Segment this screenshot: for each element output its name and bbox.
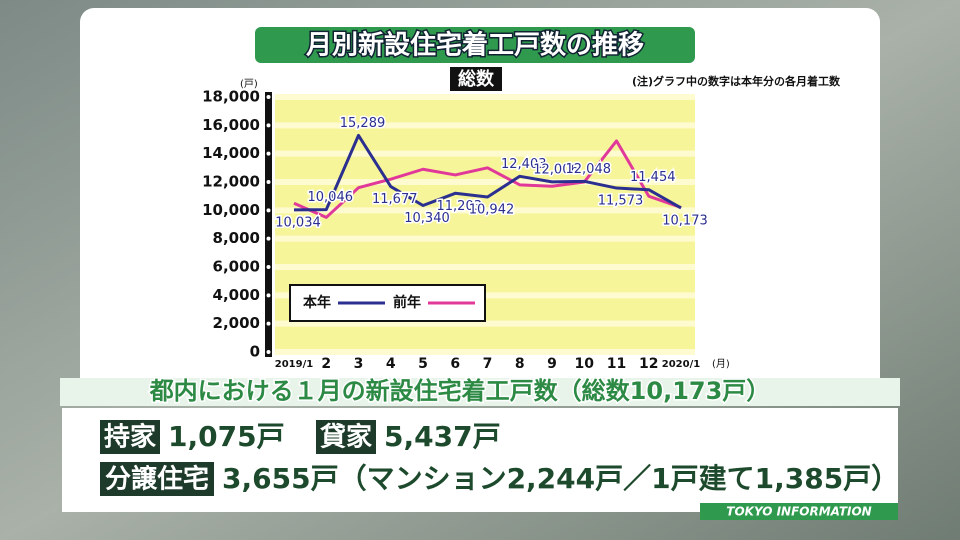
x-tick-label: 5 xyxy=(418,356,428,372)
tick-mark xyxy=(266,321,271,326)
brand-bar xyxy=(700,503,898,520)
label-box xyxy=(100,462,214,496)
value-label: 12,048 xyxy=(566,162,612,177)
tick-mark xyxy=(266,350,271,354)
x-tick-label: 11 xyxy=(607,356,626,372)
tick-mark xyxy=(266,265,271,269)
label: 持家 xyxy=(104,422,156,453)
label-box xyxy=(316,420,376,454)
y-tick-label: 10,000 xyxy=(202,201,260,219)
subtitle-box xyxy=(450,67,502,91)
value-label: 11,454 xyxy=(630,170,676,185)
value-label: 12,006 xyxy=(533,162,579,177)
caption: 都内における１月の新設住宅着工戸数（総数10,173戸） xyxy=(149,377,771,405)
note: (注)グラフ中の数字は本年分の各月着工数 xyxy=(632,74,841,88)
title-box xyxy=(255,27,695,63)
tick-mark xyxy=(266,180,271,184)
value-label: 12,403 xyxy=(501,157,547,172)
tick-mark xyxy=(266,236,271,241)
value-label: 10,340 xyxy=(404,211,450,226)
x-tick-label: 9 xyxy=(547,356,557,372)
x-tick-label: 2019/1 xyxy=(275,359,313,370)
x-tick-label: 2020/1 xyxy=(662,359,700,370)
value-label: 10,173 xyxy=(662,213,708,228)
legend-label: 前年 xyxy=(393,294,421,311)
y-tick-label: 12,000 xyxy=(202,173,260,191)
x-tick-label: 2 xyxy=(321,356,331,372)
value-label: 11,573 xyxy=(598,194,644,209)
value-label: 11,677 xyxy=(372,192,418,207)
y-tick-label: 18,000 xyxy=(202,88,260,106)
value: 1,075戸 xyxy=(168,420,285,453)
legend-label: 本年 xyxy=(303,294,331,311)
series-line xyxy=(293,139,682,219)
value: 5,437戸 xyxy=(384,420,501,453)
value-label: 10,942 xyxy=(469,202,515,217)
chart-subtitle: 総数 xyxy=(458,68,495,90)
x-unit: (月) xyxy=(712,358,730,370)
legend xyxy=(289,284,486,322)
value-label: 10,034 xyxy=(275,215,321,230)
plot: 10,034 10,046 15,289 11,677 10,34011,20310,9… xyxy=(266,94,709,355)
value-label: 10,046 xyxy=(308,190,354,205)
chart-title: 月別新設住宅着工戸数の推移 xyxy=(305,30,644,61)
series-line xyxy=(293,133,682,212)
caption-band xyxy=(60,378,900,406)
tick-mark xyxy=(266,95,271,99)
label: 貸家 xyxy=(319,422,372,453)
x-tick-label: 12 xyxy=(639,356,658,372)
tick-mark xyxy=(266,151,271,156)
brand: TOKYO INFORMATION xyxy=(726,505,871,519)
y-tick-label: 4,000 xyxy=(213,286,260,304)
tick-mark xyxy=(266,208,271,213)
x-tick-label: 4 xyxy=(386,356,396,372)
y-tick-label: 0 xyxy=(250,343,260,361)
value-label: 15,289 xyxy=(340,116,386,131)
legend-items: 本年 前年 xyxy=(303,294,475,311)
y-tick-label: 16,000 xyxy=(202,116,260,134)
y-tick-label: 14,000 xyxy=(202,144,260,162)
label-box xyxy=(100,420,160,454)
y-tick-label: 8,000 xyxy=(213,229,260,247)
tick-mark xyxy=(266,293,271,298)
y-tick-label: 6,000 xyxy=(213,258,260,276)
x-tick-label: 7 xyxy=(483,356,493,372)
y-tick-label: 2,000 xyxy=(213,314,260,332)
x-tick-label: 10 xyxy=(575,356,595,372)
tick-mark xyxy=(266,123,271,128)
label: 分譲住宅 xyxy=(105,464,209,495)
value-label: 11,203 xyxy=(437,199,483,214)
y-unit: (戸) xyxy=(240,78,258,90)
value: 3,655戸（マンション2,244戸／1戸建て1,385戸） xyxy=(222,462,899,495)
x-tick-label: 3 xyxy=(354,356,364,372)
x-tick-label: 8 xyxy=(515,356,525,372)
x-tick-label: 6 xyxy=(450,356,460,372)
y-axis xyxy=(265,92,272,357)
